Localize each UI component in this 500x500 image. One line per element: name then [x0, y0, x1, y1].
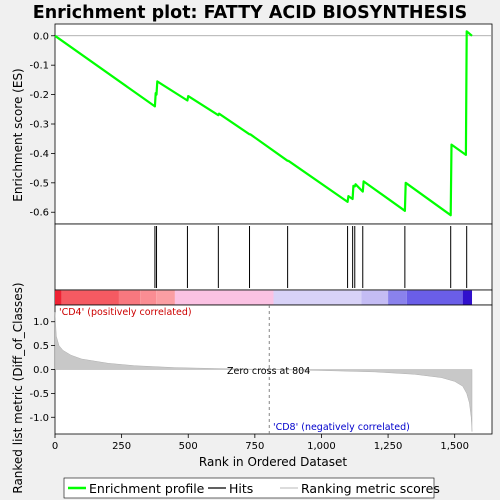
heatmap-segment	[273, 290, 362, 305]
metric-y-tick-label: 1.0	[33, 317, 49, 328]
metric-y-tick-label: -0.5	[29, 389, 49, 400]
heatmap-segment	[156, 290, 175, 305]
es-y-tick-label: -0.2	[29, 90, 49, 101]
es-y-tick-label: -0.5	[29, 178, 49, 189]
x-tick-label: 0	[52, 441, 58, 452]
axes-layer: 0.0 -0.1 -0.2 -0.3 -0.4 -0.5 -0.6 1.0 0.5 0.0 -0.5…	[29, 31, 469, 452]
metric-y-axis-label: Ranked list metric (Diff_of_Classes)	[11, 282, 25, 493]
es-layer	[54, 30, 492, 217]
heatmap-segment	[61, 290, 119, 305]
legend-enrichment-label: Enrichment profile	[89, 481, 205, 496]
metric-layer	[54, 305, 473, 434]
es-y-tick-label: -0.1	[29, 61, 49, 72]
enrichment-profile-line	[54, 30, 473, 217]
heatmap-layer	[55, 290, 473, 305]
es-y-tick-label: -0.4	[29, 149, 49, 160]
heatmap-segment	[361, 290, 389, 305]
metric-y-tick-label: 0.0	[33, 365, 49, 376]
x-tick-label: 1,500	[440, 441, 469, 452]
zero-cross-label: Zero cross at 804	[227, 366, 310, 377]
negative-correlation-label: 'CD8' (negatively correlated)	[273, 422, 410, 433]
heatmap-segment	[174, 290, 274, 305]
legend-ranking-label: Ranking metric scores	[301, 481, 440, 496]
positive-correlation-label: 'CD4' (positively correlated)	[59, 307, 192, 318]
es-y-tick-label: -0.3	[29, 120, 49, 131]
x-tick-label: 250	[112, 441, 131, 452]
chart-title: Enrichment plot: FATTY ACID BIOSYNTHESIS	[33, 3, 468, 23]
metric-y-tick-label: -1.0	[29, 413, 49, 424]
es-y-tick-label: 0.0	[33, 31, 49, 42]
ranking-metric-area	[54, 312, 473, 432]
x-tick-label: 750	[245, 441, 264, 452]
x-tick-label: 1,250	[374, 441, 403, 452]
heatmap-segment	[118, 290, 141, 305]
es-panel	[54, 23, 493, 225]
legend-box	[63, 477, 435, 499]
es-y-axis-label: Enrichment score (ES)	[11, 68, 25, 201]
hits-panel	[54, 223, 493, 291]
heatmap-segment	[55, 290, 62, 305]
heatmap-segment	[388, 290, 407, 305]
hits-layer	[154, 226, 468, 288]
heatmap-segment	[406, 290, 463, 305]
heatmap-segment	[140, 290, 157, 305]
heatmap-segment	[462, 290, 473, 305]
legend-hits-label: Hits	[229, 481, 253, 496]
x-tick-label: 500	[179, 441, 198, 452]
metric-y-tick-label: 0.5	[33, 341, 49, 352]
x-tick-label: 1,000	[307, 441, 336, 452]
x-axis-label: Rank in Ordered Dataset	[199, 455, 347, 469]
es-y-tick-label: -0.6	[29, 208, 49, 219]
